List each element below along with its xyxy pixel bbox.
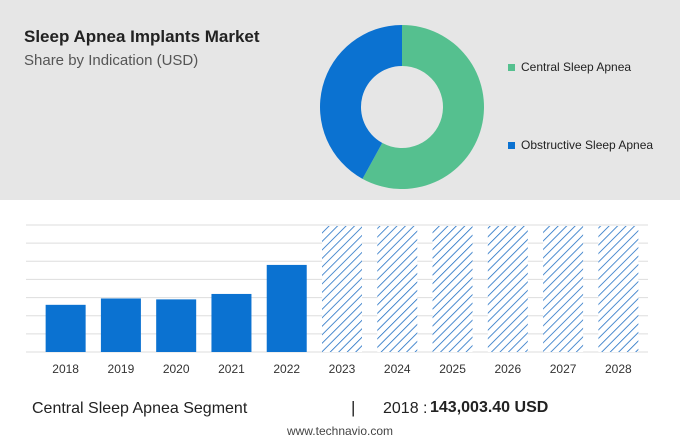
segment-label: Central Sleep Apnea Segment xyxy=(32,400,248,417)
x-tick-label: 2020 xyxy=(163,362,190,376)
x-tick-label: 2024 xyxy=(384,362,411,376)
bar-2018 xyxy=(45,304,86,352)
segment-value: 143,003.40 USD xyxy=(430,399,549,416)
x-tick-label: 2023 xyxy=(329,362,356,376)
x-tick-label: 2027 xyxy=(550,362,577,376)
bar-forecast-2028 xyxy=(598,226,639,352)
donut-slice-obstructive xyxy=(320,24,402,179)
footer-separator: | xyxy=(351,398,356,417)
legend-swatch-central xyxy=(508,63,515,71)
bar-2020 xyxy=(156,299,197,352)
legend-item-central: Central Sleep Apnea xyxy=(508,60,631,74)
bar-forecast-2025 xyxy=(432,226,473,352)
bar-forecast-2026 xyxy=(487,226,528,352)
legend-label-obstructive: Obstructive Sleep Apnea xyxy=(521,138,654,152)
segment-year: 2018 : xyxy=(383,400,428,417)
chart-title: Sleep Apnea Implants Market xyxy=(24,27,260,46)
bar-2021 xyxy=(211,293,252,352)
donut-chart xyxy=(320,24,484,189)
bar-forecast-2024 xyxy=(377,226,418,352)
x-tick-label: 2026 xyxy=(494,362,521,376)
x-tick-label: 2022 xyxy=(273,362,300,376)
donut-slice-central xyxy=(362,25,484,189)
source-link[interactable]: www.technavio.com xyxy=(286,424,394,438)
bar-chart: 2018 2019 2020 2021 2022 2023 2024 2025 2026 2027… xyxy=(26,224,648,376)
legend-label-central: Central Sleep Apnea xyxy=(521,60,632,74)
chart-subtitle: Share by Indication (USD) xyxy=(24,52,199,69)
x-tick-label: 2021 xyxy=(218,362,245,376)
bar-forecast-2023 xyxy=(322,226,362,352)
x-tick-label: 2025 xyxy=(439,362,466,376)
x-tick-label: 2018 xyxy=(52,362,79,376)
legend-swatch-obstructive xyxy=(508,141,515,149)
legend-item-obstructive: Obstructive Sleep Apnea xyxy=(508,138,653,152)
bar-forecast-2027 xyxy=(543,226,584,352)
bar-2019 xyxy=(100,298,141,352)
x-tick-label: 2028 xyxy=(605,362,632,376)
x-tick-label: 2019 xyxy=(108,362,135,376)
bar-2022 xyxy=(266,264,307,352)
